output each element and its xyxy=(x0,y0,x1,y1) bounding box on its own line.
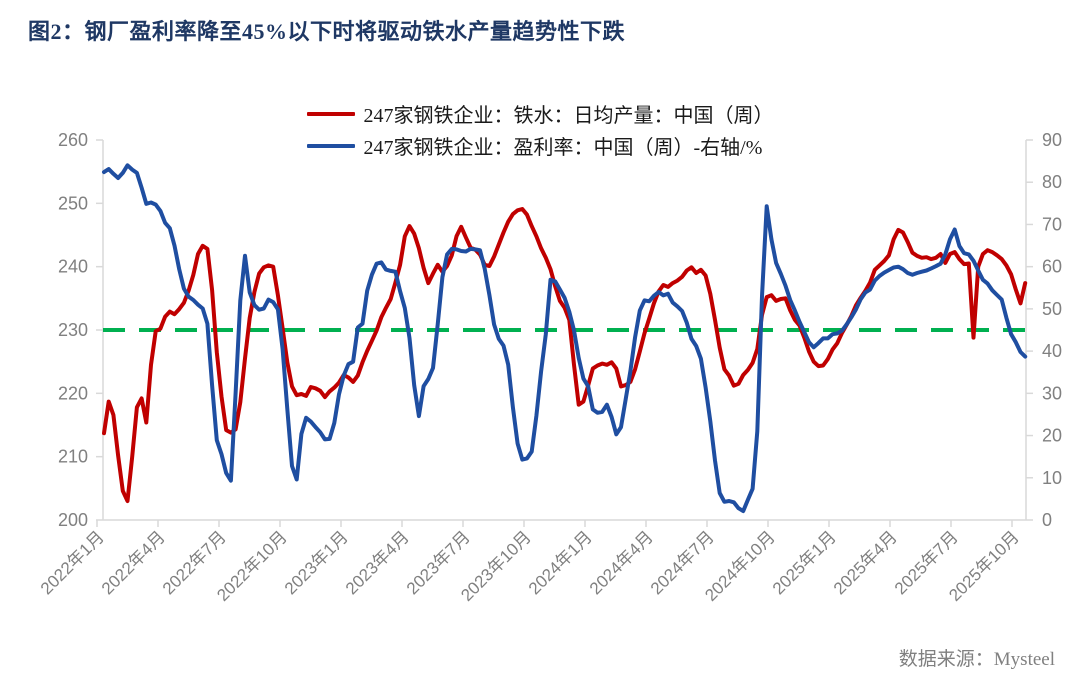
x-axis-tick-label: 2025年4月 xyxy=(830,527,901,598)
legend-row-hot-metal-output: 247家钢铁企业：铁水：日均产量：中国（周） xyxy=(306,100,774,127)
right-axis-tick-label: 70 xyxy=(1042,214,1062,234)
red-line-swatch xyxy=(306,111,355,116)
axes xyxy=(96,139,1033,527)
x-axis-tick-label: 2022年4月 xyxy=(98,527,169,598)
legend: 247家钢铁企业：铁水：日均产量：中国（周） 247家钢铁企业：盈利率：中国（周… xyxy=(0,100,1080,159)
data-source-note: 数据来源：Mysteel xyxy=(898,649,1055,670)
right-axis-tick-label: 0 xyxy=(1042,510,1052,530)
series-line-profit-ratio xyxy=(102,163,1028,514)
legend-row-profit-ratio: 247家钢铁企业：盈利率：中国（周）-右轴/% xyxy=(306,132,763,159)
x-axis-tick-label: 2024年4月 xyxy=(586,527,657,598)
x-axis-tick-label: 2023年1月 xyxy=(281,527,352,598)
legend-label-profit-ratio: 247家钢铁企业：盈利率：中国（周）-右轴/% xyxy=(363,137,763,159)
x-axis-tick-label: 2022年1月 xyxy=(37,527,108,598)
right-axis-tick-label: 30 xyxy=(1042,383,1062,403)
x-axis-tick-label: 2025年1月 xyxy=(769,527,840,598)
series-line-hot-metal-output xyxy=(102,207,1028,503)
right-axis-tick-label: 10 xyxy=(1042,468,1062,488)
left-axis-tick-label: 240 xyxy=(58,257,88,277)
right-axis-tick-label: 90 xyxy=(1042,130,1062,150)
right-axis-tick-label: 80 xyxy=(1042,172,1062,192)
legend-label-hot-metal-output: 247家钢铁企业：铁水：日均产量：中国（周） xyxy=(363,105,774,127)
left-axis-tick-label: 200 xyxy=(58,510,88,530)
right-axis-tick-label: 20 xyxy=(1042,426,1062,446)
x-axis-tick-label: 2023年4月 xyxy=(342,527,413,598)
x-axis-tick-label: 2024年1月 xyxy=(525,527,596,598)
right-axis-tick-label: 50 xyxy=(1042,299,1062,319)
chart-title: 图2：钢厂盈利率降至45%以下时将驱动铁水产量趋势性下跌 xyxy=(28,19,626,44)
blue-line-swatch xyxy=(306,143,355,148)
left-axis-tick-label: 260 xyxy=(58,130,88,150)
right-axis-tick-label: 60 xyxy=(1042,257,1062,277)
left-axis-tick-label: 230 xyxy=(58,320,88,340)
legend-box: 247家钢铁企业：铁水：日均产量：中国（周） 247家钢铁企业：盈利率：中国（周… xyxy=(306,100,774,159)
left-axis-tick-label: 220 xyxy=(58,383,88,403)
left-axis-tick-label: 250 xyxy=(58,193,88,213)
left-axis-tick-label: 210 xyxy=(58,447,88,467)
right-axis-tick-label: 40 xyxy=(1042,341,1062,361)
axis-tick-labels: 200 210 220 230 240 250 260 0 10 20 30 40 50 60 70 80 90… xyxy=(37,130,1062,605)
